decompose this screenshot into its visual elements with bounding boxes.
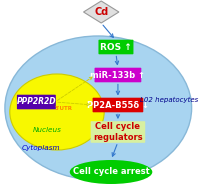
Text: 3'UTR: 3'UTR [55, 105, 72, 111]
Ellipse shape [5, 36, 191, 180]
Text: Cell cycle
regulators: Cell cycle regulators [93, 122, 142, 142]
Text: Cell cycle arrest: Cell cycle arrest [72, 167, 149, 177]
FancyBboxPatch shape [94, 68, 141, 82]
FancyBboxPatch shape [98, 40, 133, 54]
Text: ROS ↑: ROS ↑ [100, 43, 131, 51]
Ellipse shape [69, 160, 152, 184]
Polygon shape [83, 1, 118, 23]
Ellipse shape [10, 74, 104, 150]
FancyBboxPatch shape [17, 95, 55, 109]
Text: L02 hepatocytes: L02 hepatocytes [139, 97, 197, 103]
Text: miR-133b ↑: miR-133b ↑ [90, 70, 145, 80]
Text: Cytoplasm: Cytoplasm [22, 145, 60, 151]
Text: Nucleus: Nucleus [33, 127, 61, 133]
Text: PPP2R2D: PPP2R2D [17, 98, 56, 106]
Text: PP2A-B55δ ↓: PP2A-B55δ ↓ [86, 101, 148, 109]
FancyBboxPatch shape [92, 98, 143, 112]
FancyBboxPatch shape [90, 121, 144, 143]
Text: Cd: Cd [94, 7, 108, 17]
